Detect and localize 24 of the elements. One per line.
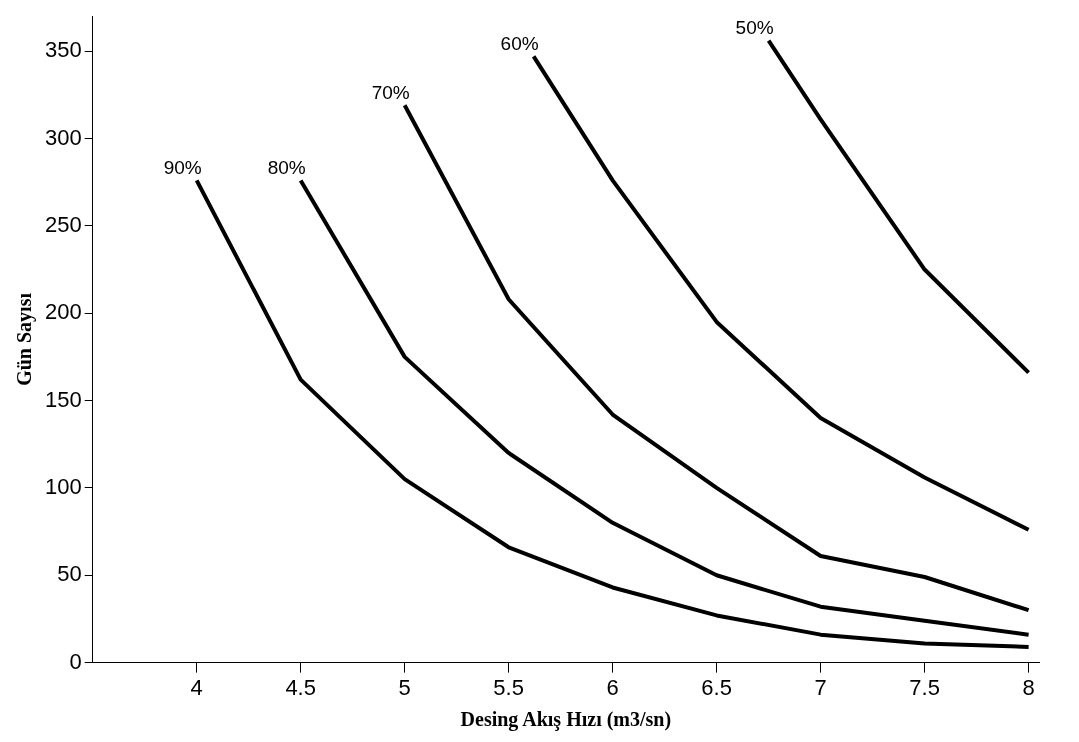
y-tick-label: 50 [57,561,82,587]
y-tick-label: 200 [44,299,82,325]
series-label: 60% [500,33,539,55]
x-axis-title: Desing Akış Hızı (m3/sn) [460,708,672,732]
y-tick-label: 0 [69,648,82,674]
y-tick-label: 100 [44,473,82,499]
y-tick-label: 150 [44,386,82,412]
series-label: 80% [267,157,306,179]
x-tick-label: 4.5 [285,674,316,700]
y-tick-label: 250 [44,211,82,237]
y-axis-title: Gün Sayısı [13,292,37,386]
y-tick-label: 300 [44,124,82,150]
x-tick-label: 4 [190,674,203,700]
x-tick-label: 7 [814,674,827,700]
x-tick-label: 6.5 [701,674,732,700]
x-tick-label: 8 [1022,674,1035,700]
x-tick-label: 6 [606,674,619,700]
y-tick-label: 350 [44,37,82,63]
series-label: 70% [371,82,410,104]
series-label: 50% [735,17,774,39]
x-tick-label: 5.5 [493,674,524,700]
series-label: 90% [163,157,202,179]
x-tick-label: 7.5 [909,674,940,700]
x-tick-label: 5 [398,674,411,700]
